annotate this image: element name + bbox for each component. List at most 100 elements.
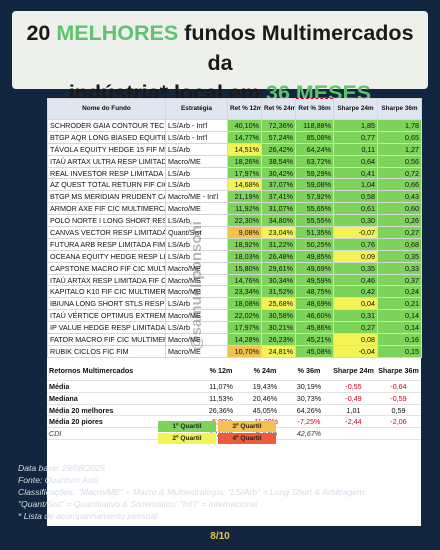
ret-12m-cell: 17,97% — [227, 166, 262, 180]
ret-24m-cell: 57,24% — [261, 130, 296, 144]
table-row: KAPITALO K10 FIF CIC MULTIMERCA Macro/ME 2… — [47, 285, 422, 299]
fund-name-cell: ITAÚ VÉRTICE OPTIMUS EXTREME — [47, 309, 166, 323]
summary-value: 1,01 — [331, 404, 376, 417]
ret-12m-cell: 22,02% — [227, 309, 262, 323]
header-strategy[interactable]: Estratégia — [165, 98, 228, 120]
ret-12m-cell: 14,77% — [227, 130, 262, 144]
table-row: CANVAS VECTOR RESP LIMITADA F Quant/Sist 9… — [47, 226, 422, 239]
sharpe-36m-cell: 0,14 — [377, 321, 422, 335]
summary-value: 64,26% — [287, 404, 331, 417]
header-ret-36m[interactable]: Ret % 36m — [295, 98, 334, 120]
ret-36m-cell: 118,88% — [295, 119, 334, 132]
summary-value: 0,59 — [376, 404, 421, 417]
table-row: FATOR MACRO FIF CIC MULTIMERC Macro/ME 14,… — [47, 333, 422, 346]
ret-36m-cell: 55,55% — [295, 214, 334, 228]
fund-name-cell: AZ QUEST TOTAL RETURN FIF CIC — [47, 178, 166, 192]
ret-36m-cell: 49,69% — [295, 261, 334, 275]
sharpe-24m-cell: 0,64 — [333, 154, 378, 168]
table-row: BTGP AQR LONG BIASED EQUITIES LS/Arb - In… — [47, 130, 422, 144]
legend-q2: 2º Quartil — [158, 433, 216, 444]
summary-row: Média 20 melhores 26,36% 45,05% 64,26% 1,01 0… — [47, 404, 421, 417]
summary-value: 30,73% — [287, 392, 331, 405]
legend-q1: 1º Quartil — [158, 421, 216, 432]
ret-12m-cell: 40,10% — [227, 119, 262, 132]
ret-12m-cell: 14,68% — [227, 178, 262, 192]
strategy-cell: Macro/ME - Int'l — [165, 190, 228, 204]
table-header-row: Nome do Fundo Estratégia Ret % 12m Ret %… — [47, 98, 422, 120]
table-row: IP VALUE HEDGE RESP LIMITADA F LS/Arb 17,9… — [47, 321, 422, 335]
ret-12m-cell: 9,08% — [227, 226, 262, 239]
footer-notes: Data base: 29/08/2025 Fonte: Quantum Axi… — [18, 462, 398, 522]
ret-36m-cell: 45,86% — [295, 321, 334, 335]
sharpe-24m-cell: 0,30 — [333, 214, 378, 228]
table-row: POLO NORTE I LONG SHORT RESP LS/Arb 22,30%… — [47, 214, 422, 228]
sharpe-24m-cell: 0,11 — [333, 142, 378, 156]
ret-12m-cell: 14,76% — [227, 273, 262, 287]
fund-name-cell: BTGP AQR LONG BIASED EQUITIES — [47, 130, 166, 144]
fund-name-cell: CAPSTONE MACRO FIF CIC MULTIM — [47, 261, 166, 275]
sharpe-36m-cell: 0,43 — [377, 190, 422, 204]
ret-36m-cell: 59,08% — [295, 178, 334, 192]
strategy-cell: Macro/ME — [165, 154, 228, 168]
title-box: 20 MELHORES fundos Multimercados da indú… — [12, 11, 428, 105]
ret-12m-cell: 21,19% — [227, 190, 262, 204]
table-row: BTGP MS MERIDIAN PRUDENT CA Macro/ME - In… — [47, 190, 422, 204]
sharpe-24m-cell: 0,76 — [333, 237, 378, 251]
fund-name-cell: TÁVOLA EQUITY HEDGE 15 FIF MUL — [47, 142, 166, 156]
footer-source: Fonte: Quantum Axis — [18, 475, 99, 485]
sharpe-24m-cell: 0,77 — [333, 130, 378, 144]
ret-24m-cell: 37,07% — [261, 178, 296, 192]
strategy-cell: LS/Arb - Int'l — [165, 119, 228, 132]
ret-24m-cell: 31,22% — [261, 237, 296, 251]
summary-value: -2,06 — [376, 415, 421, 429]
summary-value: 19,43% — [243, 380, 287, 393]
legend-q4: 4º Quartil — [218, 433, 276, 444]
outliers-advisory-logo: OUTLIERS ADVISORY — [380, 480, 432, 525]
ret-12m-cell: 18,26% — [227, 154, 262, 168]
summary-value: 11,07% — [199, 380, 243, 393]
strategy-cell: Macro/ME — [165, 285, 228, 299]
summary-header-row: Retornos Multimercados % 12m % 24m % 36m… — [47, 361, 421, 381]
legend-q3: 3º Quartil — [218, 421, 276, 432]
summary-value: -0,64 — [376, 380, 421, 393]
header-fund-name[interactable]: Nome do Fundo — [47, 98, 166, 120]
funds-table-panel: Nome do Fundo Estratégia Ret % 12m Ret %… — [47, 98, 422, 526]
header-sharpe-36m[interactable]: Sharpe 36m — [377, 98, 422, 120]
table-row: ARMOR AXE FIF CIC MULTIMERCAD Macro/ME 11,… — [47, 202, 422, 216]
footer-classifications: Classificações: "Macro/ME" = Macro & Mul… — [18, 487, 367, 509]
sharpe-36m-cell: 0,27 — [377, 226, 422, 239]
summary-row: Mediana 11,53% 20,46% 30,73% -0,49 -0,59 — [47, 392, 421, 405]
sharpe-36m-cell: 0,14 — [377, 309, 422, 323]
ret-24m-cell: 31,07% — [261, 202, 296, 216]
fund-name-cell: CANVAS VECTOR RESP LIMITADA F — [47, 226, 166, 239]
sharpe-36m-cell: 0,66 — [377, 178, 422, 192]
table-row: FUTURA ARB RESP LIMITADA FIM L LS/Arb 18,9… — [47, 237, 422, 251]
ret-24m-cell: 72,36% — [261, 119, 296, 132]
sharpe-24m-cell: 0,46 — [333, 273, 378, 287]
ret-24m-cell: 29,61% — [261, 261, 296, 275]
ret-36m-cell: 50,25% — [295, 237, 334, 251]
fund-name-cell: RUBIK CICLOS FIC FIM — [47, 344, 166, 358]
summary-header-36m: % 36m — [287, 361, 331, 381]
sharpe-36m-cell: 0,26 — [377, 214, 422, 228]
ret-12m-cell: 18,08% — [227, 297, 262, 311]
sharpe-24m-cell: 0,08 — [333, 333, 378, 346]
sharpe-36m-cell: 0,35 — [377, 249, 422, 263]
header-ret-12m[interactable]: Ret % 12m — [227, 98, 262, 120]
ret-24m-cell: 30,58% — [261, 309, 296, 323]
ret-24m-cell: 26,42% — [261, 142, 296, 156]
fund-name-cell: BTGP MS MERIDIAN PRUDENT CA — [47, 190, 166, 204]
ret-12m-cell: 11,92% — [227, 202, 262, 216]
summary-value: -0,59 — [376, 392, 421, 405]
fund-name-cell: ITAÚ ARTAX ULTRA RESP LIMITADA — [47, 154, 166, 168]
summary-header-sharpe-36m: Sharpe 36m — [376, 361, 421, 381]
header-ret-24m[interactable]: Ret % 24m — [261, 98, 296, 120]
strategy-cell: LS/Arb — [165, 178, 228, 192]
sharpe-24m-cell: -0,07 — [333, 226, 378, 239]
ret-36m-cell: 55,65% — [295, 202, 334, 216]
ret-24m-cell: 37,41% — [261, 190, 296, 204]
sharpe-24m-cell: 1,85 — [333, 119, 378, 132]
header-sharpe-24m[interactable]: Sharpe 24m — [333, 98, 378, 120]
strategy-cell: Macro/ME — [165, 202, 228, 216]
ret-24m-cell: 30,21% — [261, 321, 296, 335]
